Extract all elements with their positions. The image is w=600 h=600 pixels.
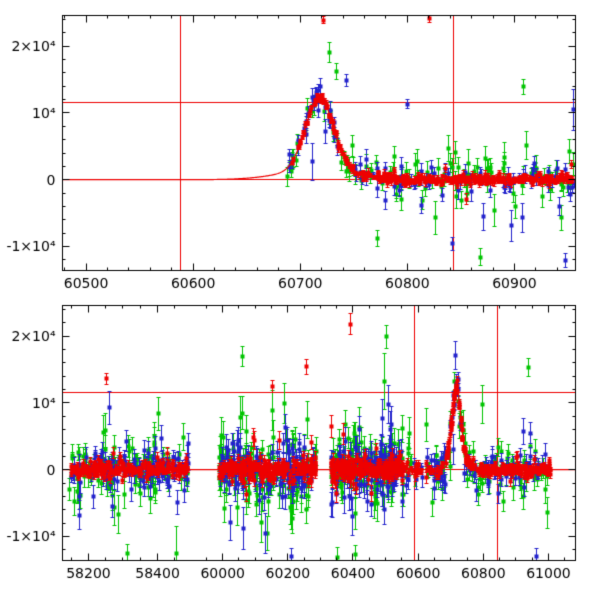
light-curve-figure [0, 0, 600, 600]
light-curve-canvas [0, 0, 600, 600]
